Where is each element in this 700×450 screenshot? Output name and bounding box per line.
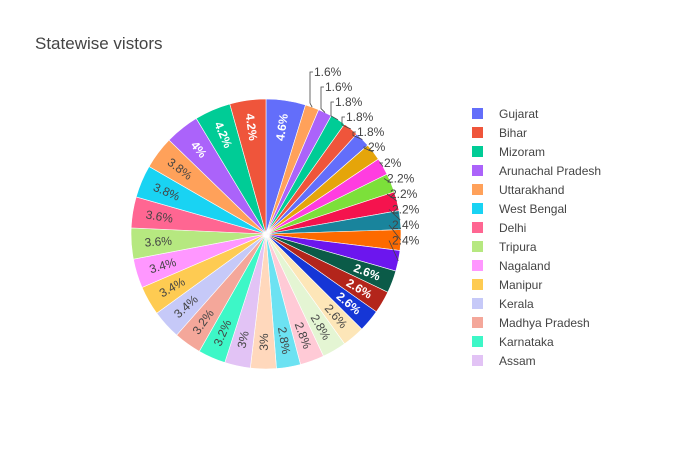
legend-label: Nagaland — [499, 258, 551, 273]
slice-percent-label: 3.6% — [144, 234, 173, 250]
legend-swatch — [472, 260, 483, 271]
label-leader-line — [386, 193, 398, 202]
legend-item[interactable]: Uttarakhand — [472, 180, 601, 199]
legend: Gujarat Bihar Mizoram Arunachal Pradesh Utta… — [472, 104, 601, 370]
label-leader-line — [363, 146, 374, 153]
legend-swatch — [472, 298, 483, 309]
slice-percent-label: 1.8% — [357, 125, 385, 139]
label-leader-line — [379, 161, 384, 167]
legend-item[interactable]: Madhya Pradesh — [472, 313, 601, 332]
label-leader-line — [388, 224, 402, 241]
legend-swatch — [472, 355, 483, 366]
legend-label: West Bengal — [499, 201, 567, 216]
slice-percent-label: 2% — [368, 140, 386, 154]
legend-label: Delhi — [499, 220, 527, 235]
label-leader-line — [388, 240, 399, 262]
slice-percent-label: 3% — [257, 333, 271, 351]
legend-swatch — [472, 165, 483, 176]
slice-percent-label: 2.2% — [392, 203, 420, 217]
legend-item[interactable]: Gujarat — [472, 104, 601, 123]
label-leader-line — [341, 116, 351, 130]
slice-percent-label: 2% — [384, 156, 402, 170]
slice-percent-label: 2.8% — [275, 326, 293, 356]
legend-label: Tripura — [499, 239, 537, 254]
label-leader-line — [309, 71, 313, 108]
legend-item[interactable]: Mizoram — [472, 142, 601, 161]
legend-swatch — [472, 184, 483, 195]
legend-item[interactable]: Manipur — [472, 275, 601, 294]
legend-swatch — [472, 317, 483, 328]
slice-percent-label: 1.6% — [314, 65, 342, 79]
legend-item[interactable]: Bihar — [472, 123, 601, 142]
legend-label: Assam — [499, 353, 536, 368]
legend-swatch — [472, 127, 483, 138]
legend-label: Uttarakhand — [499, 182, 565, 197]
legend-label: Arunachal Pradesh — [499, 163, 602, 178]
label-leader-line — [352, 131, 363, 140]
slice-percent-label: 4.2% — [243, 112, 261, 141]
legend-swatch — [472, 108, 483, 119]
legend-swatch — [472, 241, 483, 252]
legend-swatch — [472, 146, 483, 157]
legend-label: Madhya Pradesh — [499, 315, 590, 330]
label-leader-line — [383, 178, 392, 184]
legend-item[interactable]: Karnataka — [472, 332, 601, 351]
slice-percent-label: 2.2% — [390, 187, 418, 201]
slice-percent-label: 2.4% — [392, 234, 420, 248]
legend-label: Kerala — [499, 296, 534, 311]
pie-slice[interactable] — [229, 98, 267, 235]
legend-label: Karnataka — [499, 334, 554, 349]
legend-label: Bihar — [499, 125, 528, 140]
slice-percent-label: 1.6% — [325, 80, 353, 94]
slice-percent-label: 1.8% — [335, 95, 363, 109]
slice-percent-label: 2.4% — [392, 218, 420, 232]
chart-title: Statewise vistors — [35, 34, 163, 53]
legend-swatch — [472, 279, 483, 290]
slice-percent-label: 1.8% — [346, 110, 374, 124]
legend-item[interactable]: Assam — [472, 351, 601, 370]
label-leader-line — [320, 86, 326, 113]
label-leader-line — [330, 101, 339, 121]
legend-swatch — [472, 222, 483, 233]
legend-swatch — [472, 203, 483, 214]
slice-percent-label: 2.2% — [387, 172, 415, 186]
slice-percent-label: 4.6% — [273, 112, 291, 141]
legend-item[interactable]: Kerala — [472, 294, 601, 313]
legend-label: Gujarat — [499, 106, 539, 121]
label-leader-line — [388, 209, 401, 221]
legend-item[interactable]: Nagaland — [472, 256, 601, 275]
slice-percent-label: 3.6% — [145, 208, 175, 226]
legend-item[interactable]: Delhi — [472, 218, 601, 237]
slice-percent-label: 3% — [234, 329, 251, 349]
legend-label: Manipur — [499, 277, 543, 292]
legend-swatch — [472, 336, 483, 347]
legend-item[interactable]: Tripura — [472, 237, 601, 256]
legend-item[interactable]: Arunachal Pradesh — [472, 161, 601, 180]
legend-label: Mizoram — [499, 144, 546, 159]
legend-item[interactable]: West Bengal — [472, 199, 601, 218]
